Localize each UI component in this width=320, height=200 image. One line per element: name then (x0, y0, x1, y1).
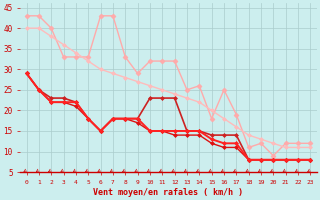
X-axis label: Vent moyen/en rafales ( km/h ): Vent moyen/en rafales ( km/h ) (93, 188, 244, 197)
